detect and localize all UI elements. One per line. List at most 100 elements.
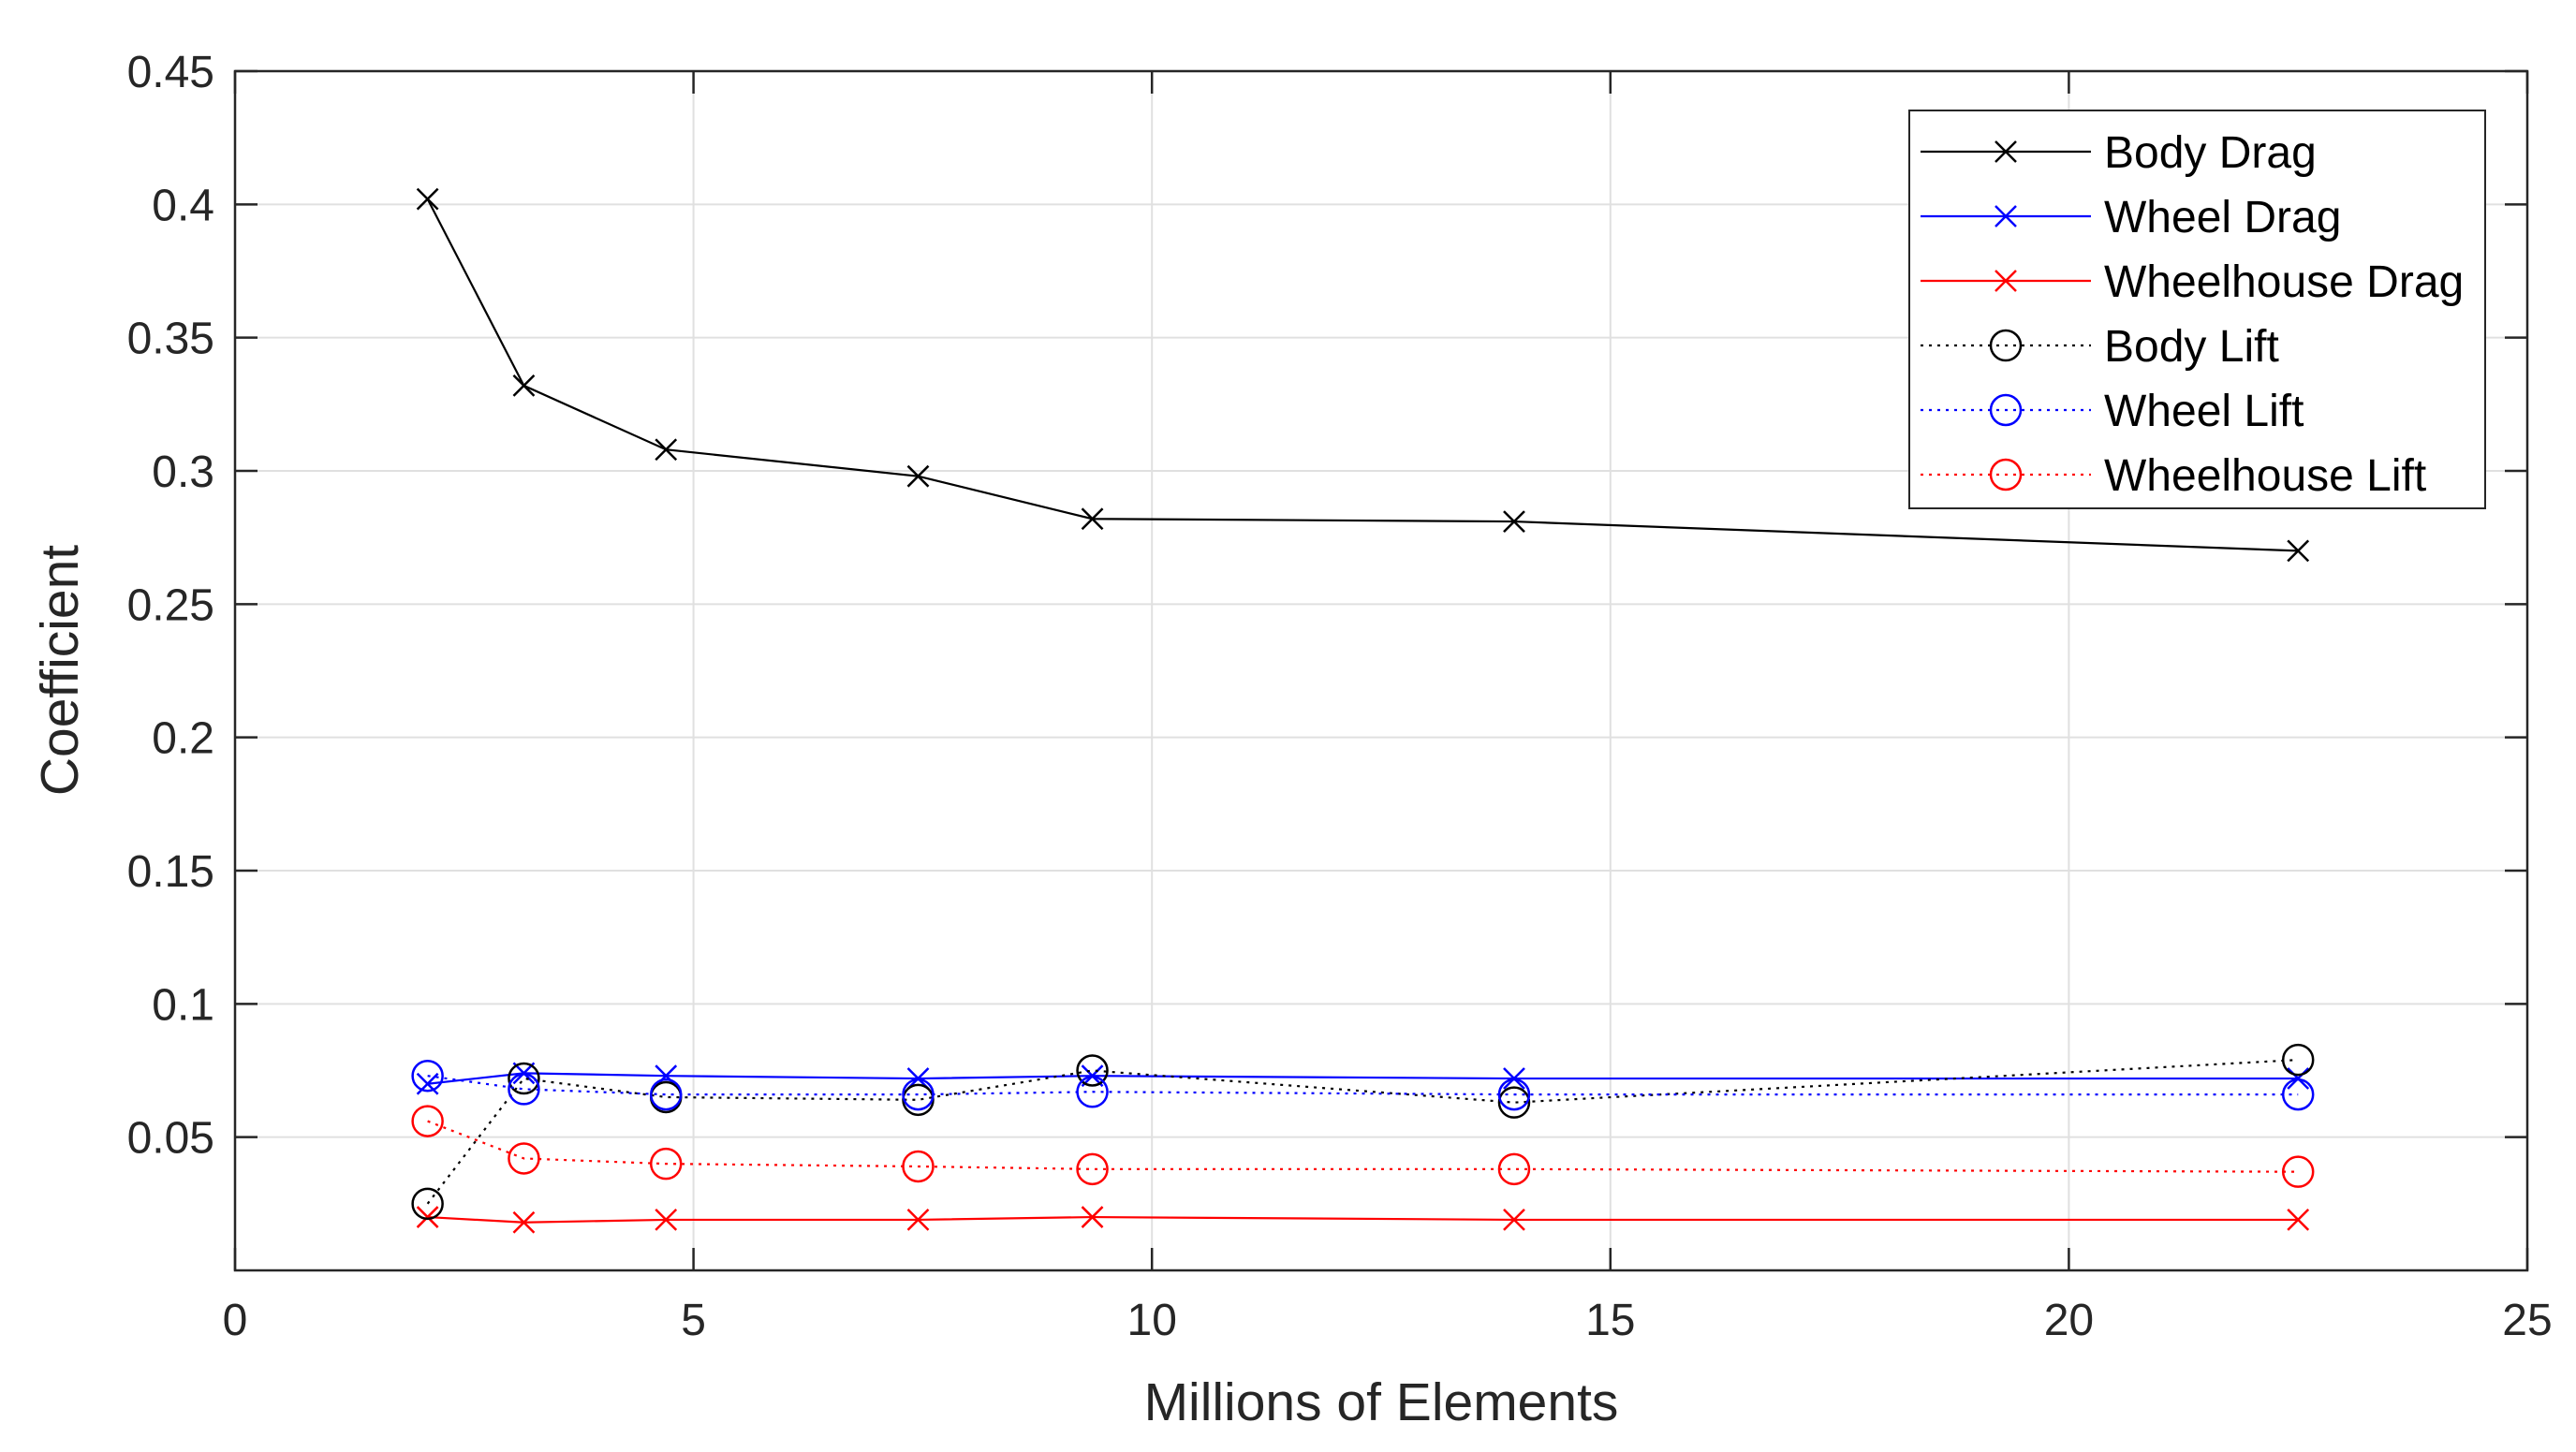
data-point-wheelhouse-lift (1497, 1152, 1531, 1186)
data-point-wheelhouse-drag (655, 1209, 678, 1231)
data-point-wheelhouse-drag-stroke (1081, 1206, 1104, 1228)
legend-box (1908, 110, 2486, 509)
data-point-wheelhouse-lift (2281, 1155, 2315, 1188)
data-point-body-drag (655, 438, 678, 462)
legend-marker (1989, 393, 2023, 427)
data-point-wheelhouse-drag (416, 1206, 439, 1228)
data-point-body-lift (2281, 1043, 2315, 1077)
data-point-body-drag-stroke (655, 438, 678, 462)
legend-item-wheelhouse-drag: Wheelhouse Drag (1921, 257, 2464, 307)
legend-label: Wheelhouse Drag (2104, 257, 2464, 307)
legend-marker-stroke (1995, 205, 2017, 227)
data-point-wheelhouse-drag (1503, 1209, 1525, 1231)
data-point-wheelhouse-drag-stroke (655, 1209, 678, 1231)
legend-marker-stroke (1995, 270, 2017, 292)
data-point-wheel-lift (649, 1078, 683, 1111)
series-group (411, 187, 2315, 1234)
data-point-wheel-lift (902, 1078, 935, 1111)
x-tick-label: 15 (1585, 1296, 1635, 1345)
x-tick-label: 25 (2502, 1296, 2552, 1345)
legend-label: Wheelhouse Lift (2104, 451, 2426, 501)
data-point-body-lift (508, 1062, 540, 1095)
legend-marker (1989, 458, 2023, 491)
legend-marker (1995, 270, 2017, 292)
data-point-wheel-lift (411, 1059, 444, 1093)
data-point-body-drag (512, 374, 536, 397)
data-point-body-drag (416, 187, 439, 211)
data-point-body-drag-stroke (2287, 539, 2310, 563)
legend-label: Wheel Lift (2104, 387, 2304, 436)
y-tick-label: 0.45 (127, 48, 214, 97)
x-tick-label: 10 (1127, 1296, 1177, 1345)
legend-item-wheel-lift: Wheel Lift (1921, 387, 2304, 436)
legend-item-body-lift: Body Lift (1921, 322, 2279, 372)
legend-label: Wheel Drag (2104, 193, 2341, 242)
data-point-wheelhouse-drag-stroke (906, 1209, 930, 1231)
data-point-body-drag (2287, 539, 2310, 563)
data-point-body-drag (1503, 510, 1525, 533)
data-point-wheel-lift (1076, 1076, 1109, 1108)
data-point-body-drag-stroke (512, 374, 536, 397)
data-point-wheelhouse-drag-stroke (1503, 1209, 1525, 1231)
data-point-body-drag-stroke (1503, 510, 1525, 533)
y-tick-label: 0.25 (127, 580, 214, 630)
series-body-drag (416, 187, 2310, 563)
data-point-body-drag-stroke (1081, 507, 1104, 531)
y-tick-label: 0.1 (152, 980, 214, 1030)
data-point-body-lift (411, 1187, 444, 1221)
data-point-wheelhouse-drag (1081, 1206, 1104, 1228)
data-point-body-lift (1076, 1054, 1109, 1087)
y-tick-label: 0.4 (152, 181, 214, 230)
legend: Body Drag Wheel Drag Wheelhouse Drag Body L… (1908, 110, 2486, 509)
legend-label: Body Lift (2104, 322, 2279, 372)
legend-label: Body Drag (2104, 128, 2317, 178)
y-tick-label: 0.05 (127, 1114, 214, 1164)
data-point-body-drag (1081, 507, 1104, 531)
legend-marker (1995, 140, 2017, 163)
x-tick-label: 20 (2044, 1296, 2094, 1345)
data-point-wheelhouse-drag (2287, 1209, 2310, 1231)
data-point-wheel-lift (508, 1073, 540, 1106)
series-wheel-lift (411, 1059, 2315, 1111)
data-point-wheelhouse-drag (906, 1209, 930, 1231)
data-point-wheelhouse-drag-stroke (512, 1210, 536, 1234)
data-point-wheel-lift (1497, 1078, 1531, 1111)
data-point-body-lift (1497, 1086, 1531, 1119)
data-point-body-drag (906, 464, 930, 488)
y-axis-title: Coefficient (30, 545, 90, 796)
data-point-wheel-lift (2281, 1078, 2315, 1111)
data-point-wheelhouse-drag-stroke (2287, 1209, 2310, 1231)
data-point-wheelhouse-lift (508, 1142, 540, 1175)
y-tick-label: 0.2 (152, 714, 214, 764)
x-tick-label: 5 (681, 1296, 706, 1345)
data-point-wheelhouse-lift (649, 1147, 683, 1181)
series-line-wheelhouse-lift (427, 1120, 2299, 1173)
legend-marker (1995, 205, 2017, 227)
data-point-wheelhouse-drag-stroke (416, 1206, 439, 1228)
plot-frame (233, 69, 2529, 1272)
data-point-wheel-drag-stroke (416, 1072, 439, 1095)
legend-marker (1989, 329, 2023, 362)
data-point-body-drag-stroke (416, 187, 439, 211)
legend-item-wheelhouse-lift: Wheelhouse Lift (1921, 451, 2426, 501)
data-point-body-drag-stroke (906, 464, 930, 488)
axis-tick-labels: 0 5 10 15 20 25 0.05 0.1 0.15 0.2 0.25 0.3 0.35 0.4 0.… (127, 48, 2553, 1345)
y-tick-label: 0.3 (152, 447, 214, 497)
axis-ticks (233, 69, 2529, 1270)
data-point-wheel-drag (416, 1072, 439, 1095)
series-line-wheel-lift (427, 1075, 2299, 1096)
data-point-wheelhouse-lift (902, 1150, 935, 1183)
y-tick-label: 0.35 (127, 315, 214, 364)
y-tick-label: 0.15 (127, 847, 214, 897)
data-point-wheelhouse-drag (512, 1210, 536, 1234)
series-wheelhouse-lift (411, 1105, 2315, 1188)
series-wheelhouse-drag (416, 1206, 2310, 1234)
legend-item-body-drag: Body Drag (1921, 128, 2317, 178)
data-point-wheelhouse-lift (411, 1105, 444, 1137)
x-tick-label: 0 (223, 1296, 248, 1345)
x-axis-title: Millions of Elements (1144, 1372, 1619, 1432)
legend-marker-stroke (1995, 140, 2017, 163)
data-point-wheelhouse-lift (1076, 1152, 1109, 1186)
